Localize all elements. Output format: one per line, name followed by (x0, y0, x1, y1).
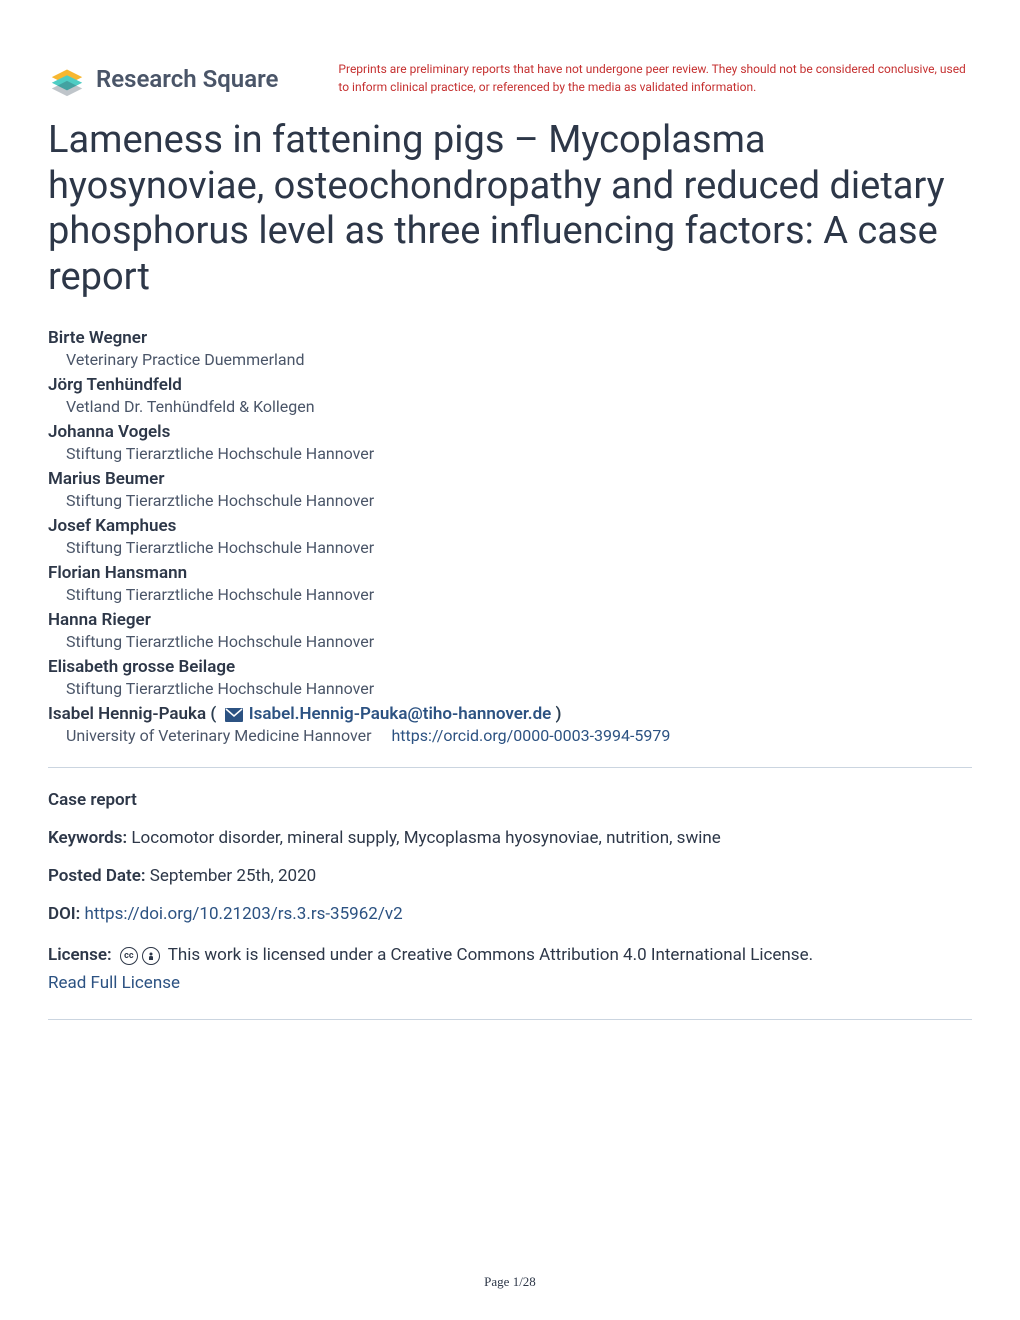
author-affiliation: Stiftung Tierarztliche Hochschule Hannov… (48, 679, 972, 698)
divider (48, 1019, 972, 1020)
author-affiliation: Vetland Dr. Tenhündfeld & Kollegen (48, 397, 972, 416)
logo-section: Research Square (48, 60, 278, 98)
posted-date-row: Posted Date: September 25th, 2020 (48, 866, 972, 886)
author-entry: Birte Wegner Veterinary Practice Duemmer… (48, 328, 972, 369)
header: Research Square Preprints are preliminar… (48, 60, 972, 98)
author-name: Marius Beumer (48, 469, 972, 489)
author-entry: Elisabeth grosse Beilage Stiftung Tierar… (48, 657, 972, 698)
posted-date-label: Posted Date: (48, 866, 146, 886)
author-affiliation: Stiftung Tierarztliche Hochschule Hannov… (48, 538, 972, 557)
cc-license-icons: cc (120, 947, 160, 965)
doi-link[interactable]: https://doi.org/10.21203/rs.3.rs-35962/v… (85, 904, 403, 924)
author-name: Isabel Hennig-Pauka (48, 704, 206, 724)
author-affiliation: Stiftung Tierarztliche Hochschule Hannov… (48, 632, 972, 651)
meta-section: Case report Keywords: Locomotor disorder… (48, 790, 972, 996)
license-text: This work is licensed under a Creative C… (168, 945, 813, 965)
author-affiliation: University of Veterinary Medicine Hannov… (48, 726, 972, 745)
author-name: Jörg Tenhündfeld (48, 375, 972, 395)
email-icon (225, 708, 243, 722)
author-name: Florian Hansmann (48, 563, 972, 583)
keywords-text: Locomotor disorder, mineral supply, Myco… (131, 828, 720, 848)
author-affiliation: Stiftung Tierarztliche Hochschule Hannov… (48, 585, 972, 604)
keywords-label: Keywords: (48, 828, 127, 848)
keywords-row: Keywords: Locomotor disorder, mineral su… (48, 828, 972, 848)
orcid-link[interactable]: https://orcid.org/0000-0003-3994-5979 (391, 726, 670, 745)
doi-row: DOI: https://doi.org/10.21203/rs.3.rs-35… (48, 904, 972, 924)
license-row: License: cc This work is licensed under … (48, 942, 972, 996)
divider (48, 767, 972, 768)
author-affiliation: Stiftung Tierarztliche Hochschule Hannov… (48, 491, 972, 510)
posted-date-text: September 25th, 2020 (150, 866, 317, 886)
corresponding-author-entry: Isabel Hennig-Pauka ( Isabel.Hennig-Pauk… (48, 704, 972, 745)
author-affiliation: Veterinary Practice Duemmerland (48, 350, 972, 369)
cc-by-icon (142, 947, 160, 965)
author-entry: Johanna Vogels Stiftung Tierarztliche Ho… (48, 422, 972, 463)
license-link[interactable]: Read Full License (48, 973, 180, 993)
authors-list: Birte Wegner Veterinary Practice Duemmer… (48, 328, 972, 745)
logo-text: Research Square (96, 65, 278, 93)
article-type-label: Case report (48, 790, 972, 810)
doi-label: DOI: (48, 904, 80, 924)
author-name: Johanna Vogels (48, 422, 972, 442)
corresponding-marker: ( Isabel.Hennig-Pauka@tiho-hannover.de ) (210, 704, 561, 724)
author-entry: Marius Beumer Stiftung Tierarztliche Hoc… (48, 469, 972, 510)
affiliation-text: University of Veterinary Medicine Hannov… (66, 726, 372, 745)
author-name: Elisabeth grosse Beilage (48, 657, 972, 677)
research-square-logo-icon (48, 60, 86, 98)
page-number: Page 1/28 (484, 1274, 536, 1290)
author-name: Birte Wegner (48, 328, 972, 348)
author-name: Hanna Rieger (48, 610, 972, 630)
author-entry: Florian Hansmann Stiftung Tierarztliche … (48, 563, 972, 604)
article-title: Lameness in fattening pigs – Mycoplasma … (48, 118, 972, 300)
corresponding-email-link[interactable]: Isabel.Hennig-Pauka@tiho-hannover.de (249, 704, 552, 724)
disclaimer-text: Preprints are preliminary reports that h… (338, 60, 972, 96)
author-entry: Jörg Tenhündfeld Vetland Dr. Tenhündfeld… (48, 375, 972, 416)
author-entry: Josef Kamphues Stiftung Tierarztliche Ho… (48, 516, 972, 557)
license-label: License: (48, 945, 112, 965)
author-name: Josef Kamphues (48, 516, 972, 536)
author-entry: Hanna Rieger Stiftung Tierarztliche Hoch… (48, 610, 972, 651)
cc-icon: cc (120, 947, 138, 965)
author-affiliation: Stiftung Tierarztliche Hochschule Hannov… (48, 444, 972, 463)
